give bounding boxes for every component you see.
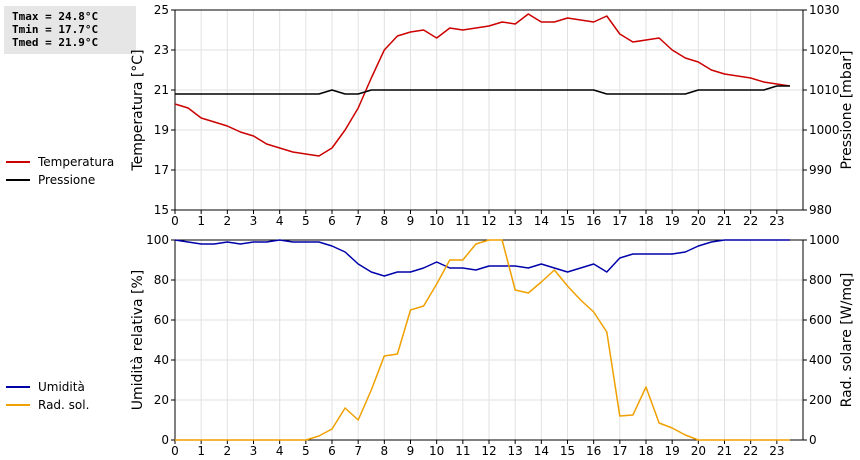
legend-label: Umidità (38, 380, 85, 394)
x-tick-label: 22 (743, 214, 758, 228)
x-tick-label: 19 (665, 214, 680, 228)
legend-label: Rad. sol. (38, 398, 89, 412)
y-left-tick-label: 60 (154, 313, 169, 327)
x-tick-label: 4 (276, 214, 284, 228)
x-tick-label: 20 (691, 444, 706, 458)
x-tick-label: 5 (302, 444, 310, 458)
x-tick-label: 7 (354, 214, 362, 228)
y-right-tick-label: 600 (809, 313, 832, 327)
y-right-tick-label: 990 (809, 163, 832, 177)
tmed-label: Tmed = 21.9°C (12, 36, 99, 49)
x-tick-label: 19 (665, 444, 680, 458)
x-tick-label: 1 (197, 444, 205, 458)
x-tick-label: 23 (769, 444, 784, 458)
legend-label: Temperatura (37, 155, 114, 169)
y-left-tick-label: 100 (146, 233, 169, 247)
x-tick-label: 18 (638, 214, 653, 228)
x-tick-label: 4 (276, 444, 284, 458)
x-tick-label: 5 (302, 214, 310, 228)
x-tick-label: 10 (429, 214, 444, 228)
x-tick-label: 6 (328, 214, 336, 228)
y-left-tick-label: 25 (154, 3, 169, 17)
x-tick-label: 2 (224, 444, 232, 458)
y-left-tick-label: 20 (154, 393, 169, 407)
y-left-tick-label: 40 (154, 353, 169, 367)
y-right-axis-label: Rad. solare [W/mq] (839, 273, 855, 408)
y-right-tick-label: 0 (809, 433, 817, 447)
y-right-axis-label: Pressione [mbar] (839, 50, 855, 169)
y-left-tick-label: 15 (154, 203, 169, 217)
x-tick-label: 13 (508, 214, 523, 228)
x-tick-label: 22 (743, 444, 758, 458)
x-tick-label: 16 (586, 444, 601, 458)
x-tick-label: 6 (328, 444, 336, 458)
tmax-label: Tmax = 24.8°C (12, 10, 99, 23)
x-tick-label: 21 (717, 444, 732, 458)
x-tick-label: 14 (534, 214, 549, 228)
series-line-umidit (174, 239, 790, 277)
x-tick-label: 11 (455, 444, 470, 458)
x-tick-label: 8 (381, 214, 389, 228)
y-left-tick-label: 17 (154, 163, 169, 177)
y-left-tick-label: 0 (161, 433, 169, 447)
x-tick-label: 3 (250, 214, 258, 228)
y-right-tick-label: 980 (809, 203, 832, 217)
x-tick-label: 14 (534, 444, 549, 458)
x-tick-label: 18 (638, 444, 653, 458)
y-left-axis-label: Temperatura [°C] (130, 49, 146, 171)
x-tick-label: 12 (481, 214, 496, 228)
x-tick-label: 2 (224, 214, 232, 228)
y-right-tick-label: 200 (809, 393, 832, 407)
x-tick-label: 17 (612, 214, 627, 228)
y-left-tick-label: 80 (154, 273, 169, 287)
x-tick-label: 16 (586, 214, 601, 228)
x-tick-label: 15 (560, 214, 575, 228)
y-left-tick-label: 19 (154, 123, 169, 137)
x-tick-label: 0 (171, 444, 179, 458)
y-right-tick-label: 1000 (809, 123, 840, 137)
x-tick-label: 10 (429, 444, 444, 458)
stats-box: Tmax = 24.8°C Tmin = 17.7°C Tmed = 21.9°… (4, 6, 136, 54)
y-right-tick-label: 800 (809, 273, 832, 287)
x-tick-label: 20 (691, 214, 706, 228)
x-tick-label: 7 (354, 444, 362, 458)
y-left-tick-label: 23 (154, 43, 169, 57)
x-tick-label: 9 (407, 214, 415, 228)
tmin-label: Tmin = 17.7°C (12, 23, 99, 36)
x-tick-label: 17 (612, 444, 627, 458)
chart-panel-2: 0 1 2 3 4 5 6 7 8 9 10 11 12 13 14 15 16 17 18 19 20 21 22 2302… (6, 233, 855, 458)
y-right-tick-label: 1020 (809, 43, 840, 57)
chart-panel-1: 0 1 2 3 4 5 6 7 8 9 10 11 12 13 14 15 16 17 18 19 20 21 22 2315… (6, 3, 855, 228)
x-tick-label: 21 (717, 214, 732, 228)
x-tick-label: 8 (381, 444, 389, 458)
x-tick-label: 23 (769, 214, 784, 228)
x-tick-label: 11 (455, 214, 470, 228)
legend-label: Pressione (38, 173, 95, 187)
series-line-rad-sol (175, 239, 790, 441)
y-left-axis-label: Umidità relativa [%] (130, 270, 146, 411)
x-tick-label: 1 (197, 214, 205, 228)
series-line-pressione (175, 85, 790, 95)
x-tick-label: 3 (250, 444, 258, 458)
x-tick-label: 0 (171, 214, 179, 228)
y-right-tick-label: 1030 (809, 3, 840, 17)
x-tick-label: 15 (560, 444, 575, 458)
x-tick-label: 12 (481, 444, 496, 458)
x-tick-label: 13 (508, 444, 523, 458)
x-tick-label: 9 (407, 444, 415, 458)
series-line-temperatura (174, 13, 791, 157)
y-right-tick-label: 1010 (809, 83, 840, 97)
y-right-tick-label: 1000 (809, 233, 840, 247)
y-left-tick-label: 21 (154, 83, 169, 97)
y-right-tick-label: 400 (809, 353, 832, 367)
